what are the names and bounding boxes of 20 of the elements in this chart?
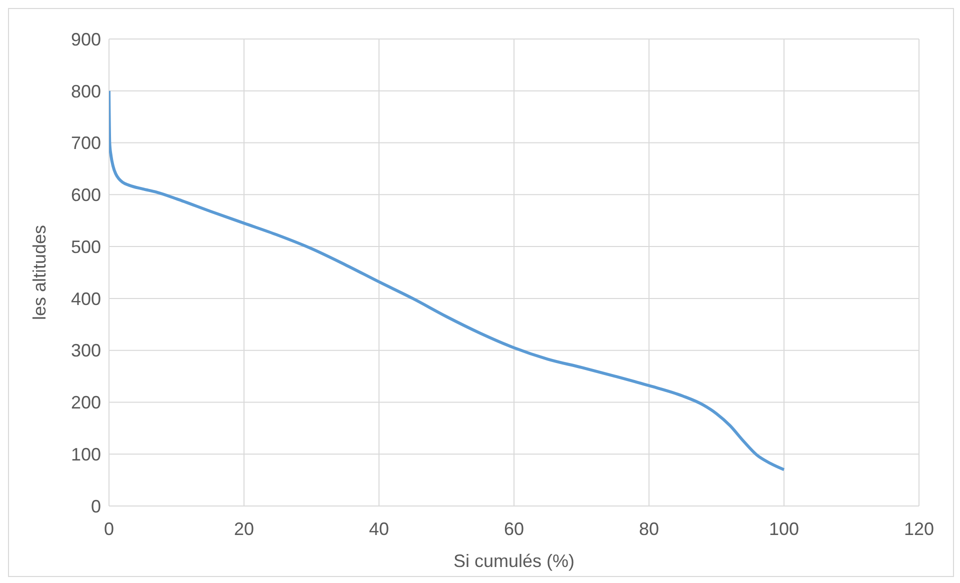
x-tick-label: 60: [504, 518, 524, 539]
x-tick-label: 20: [234, 518, 254, 539]
y-tick-label: 400: [70, 288, 101, 309]
x-axis-title: Si cumulés (%): [453, 550, 575, 571]
y-tick-label: 300: [70, 340, 101, 361]
line-series: [109, 89, 786, 472]
x-tick-label: 0: [104, 518, 114, 539]
y-tick-label: 100: [70, 444, 101, 464]
y-tick-label: 800: [70, 81, 101, 102]
y-tick-label: 500: [70, 236, 101, 257]
y-tick-label: 700: [70, 133, 101, 154]
x-tick-label: 40: [368, 518, 390, 539]
y-axis-title: les altitudes: [29, 224, 50, 320]
y-tick-label: 0: [90, 496, 101, 516]
x-tick-label: 80: [638, 518, 660, 539]
y-tick-label: 600: [70, 185, 101, 206]
y-tick-label: 200: [70, 392, 101, 413]
x-tick-label: 100: [768, 518, 800, 539]
x-tick-label: 120: [904, 518, 934, 539]
y-tick-label: 900: [70, 29, 101, 50]
